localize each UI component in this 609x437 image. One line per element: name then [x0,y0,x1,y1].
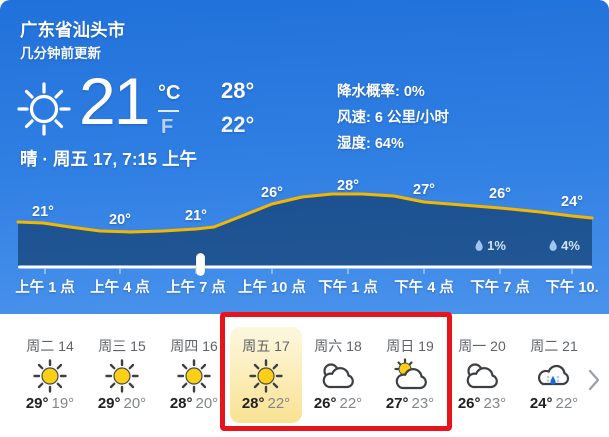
day-label: 周六 18 [314,338,362,354]
precip-marker: 4% [548,238,580,253]
day-column-selected[interactable]: 周五 17 28° 22° [230,327,302,423]
day-column[interactable]: 周一 20 26° 23° [446,327,518,423]
temp-curve [16,192,594,234]
sunny-icon [33,359,67,393]
wind-speed-line: 风速: 6 公里/小时 [337,110,449,126]
updated-status: 几分钟前更新 [20,46,101,61]
humidity-line: 湿度: 64% [337,136,404,152]
location-title: 广东省汕头市 [20,20,125,40]
precip-marker: 1% [474,238,506,253]
hourly-temp-label: 27° [413,182,435,198]
today-high-low: 28° 22° [221,78,254,138]
today-high: 28° [221,78,255,103]
day-column[interactable]: 周三 15 29° 20° [86,327,158,423]
day-label: 周日 19 [386,338,434,354]
chart-baseline [18,265,592,269]
precip-value: 4% [561,238,580,253]
current-conditions-panel: 广东省汕头市 几分钟前更新 21 °C F 28° 22° [0,0,609,314]
day-high: 28° [241,395,265,412]
time-ticks [44,269,573,274]
day-high: 24° [529,395,553,412]
hourly-temp-chart[interactable]: 21° 20° 21° 26° 28° 27° 26° 24° 1% 4% [0,170,609,314]
day-label: 周二 21 [530,338,578,354]
unit-toggle[interactable]: °C F [158,82,180,139]
time-axis-label: 下午 1 点 [318,280,378,296]
day-column[interactable]: 周二 14 29° 19° [14,327,86,423]
sunny-icon [249,359,283,393]
droplet-icon [549,239,557,251]
hourly-temp-label: 21° [32,204,54,220]
hourly-temp-label: 26° [261,185,283,201]
day-low: 23° [483,395,507,412]
hourly-temp-label: 20° [109,212,131,228]
time-axis-label: 上午 4 点 [90,280,150,296]
day-low: 22° [555,395,579,412]
time-axis-label: 上午 1 点 [15,280,75,296]
time-axis-label: 上午 10 点 [238,280,306,296]
unit-divider [158,110,179,112]
celsius-option[interactable]: °C [158,82,181,104]
partly-sunny-icon [394,358,427,390]
day-label: 周一 20 [458,338,506,354]
day-low: 22° [339,395,363,412]
day-high: 26° [313,395,337,412]
precip-probability-line: 降水概率: 0% [337,84,425,100]
next-days-button[interactable] [585,368,603,392]
sunny-icon [105,359,139,393]
day-label: 周五 17 [242,338,290,354]
sunny-icon [17,82,71,136]
day-label: 周四 16 [170,338,218,354]
day-high: 29° [97,395,121,412]
time-axis-label: 下午 10. [545,280,599,296]
fahrenheit-option[interactable]: F [161,116,174,138]
current-time-marker [195,252,206,277]
hourly-temp-label: 28° [337,178,359,194]
condition-summary: 晴 · 周五 17, 7:15 上午 [20,149,197,169]
day-high: 28° [169,395,193,412]
light-rain-icon [538,364,570,386]
day-column[interactable]: 周日 19 27° 23° [374,327,446,423]
hourly-temp-label: 26° [489,186,511,202]
time-axis-label: 下午 7 点 [470,280,530,296]
day-low: 19° [51,395,75,412]
cloudy-icon [466,363,498,389]
today-low: 22° [221,112,255,137]
day-low: 22° [267,395,291,412]
cloudy-icon [322,363,354,389]
precip-value: 1% [487,238,506,253]
time-axis-label: 上午 7 点 [166,280,226,296]
current-temperature: 21 [79,64,150,138]
day-low: 23° [411,395,435,412]
temp-area [18,194,592,267]
droplet-icon [475,239,483,251]
day-column[interactable]: 周六 18 26° 22° [302,327,374,423]
weather-details: 降水概率: 0% 风速: 6 公里/小时 湿度: 64% [337,79,449,157]
day-label: 周二 14 [26,338,74,354]
sunny-icon [177,359,211,393]
hourly-temp-label: 21° [185,208,207,224]
chevron-right-icon [588,369,600,391]
day-high: 29° [25,395,49,412]
day-column[interactable]: 周四 16 28° 20° [158,327,230,423]
day-label: 周三 15 [98,338,146,354]
hourly-temp-label: 24° [561,194,583,210]
temp-curve-plot [16,192,594,277]
day-low: 20° [195,395,219,412]
daily-forecast-strip: 周二 14 29° 19° 周三 15 [0,314,609,437]
day-column[interactable]: 周二 21 24° 22° [518,327,590,423]
day-high: 27° [385,395,409,412]
time-axis-label: 下午 4 点 [394,280,454,296]
day-low: 20° [123,395,147,412]
day-high: 26° [457,395,481,412]
